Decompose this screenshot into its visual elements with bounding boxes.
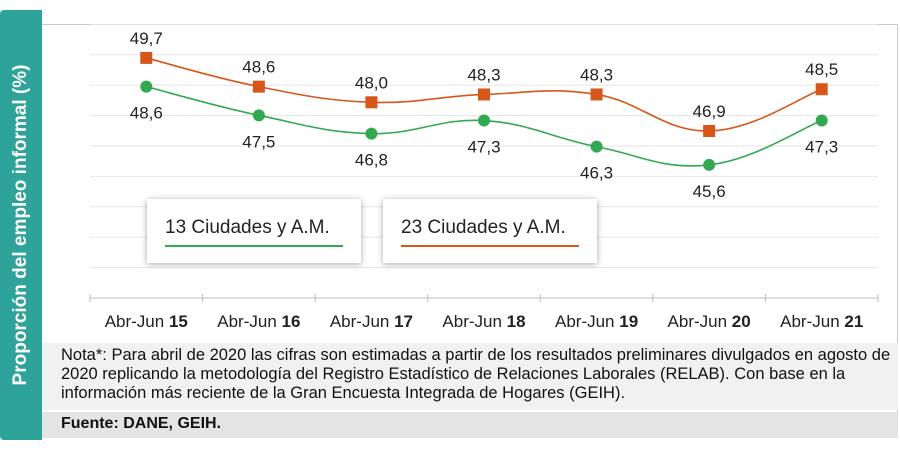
data-point — [590, 140, 603, 153]
source-credit: Fuente: DANE, GEIH. — [42, 412, 898, 438]
data-point — [140, 80, 153, 93]
line-chart: Abr-Jun 15 Abr-Jun 16 Abr-Jun 17 Abr-Jun 18… — [89, 24, 879, 331]
data-label: 48,6 — [130, 104, 163, 123]
data-point — [815, 114, 828, 127]
x-tick-label: Abr-Jun 16 — [217, 312, 300, 331]
data-point — [703, 158, 716, 171]
data-label: 46,9 — [693, 102, 726, 121]
y-axis-title: Proporción del empleo informal (%) — [10, 64, 31, 386]
data-point — [140, 51, 153, 64]
footnote: Nota*: Para abril de 2020 las cifras son… — [42, 343, 898, 410]
x-tick-label: Abr-Jun 17 — [330, 312, 413, 331]
data-label: 48,3 — [580, 65, 613, 84]
data-point — [365, 96, 378, 109]
legend-swatch — [165, 245, 343, 247]
data-label: 46,3 — [580, 164, 613, 183]
data-point — [252, 109, 265, 122]
x-tick-label: Abr-Jun 19 — [555, 312, 638, 331]
data-label: 45,6 — [693, 182, 726, 201]
data-label: 47,3 — [805, 138, 838, 157]
data-label: 49,7 — [130, 29, 163, 48]
data-point — [478, 114, 490, 127]
data-point — [703, 124, 716, 137]
x-tick-label: Abr-Jun 21 — [780, 312, 863, 331]
data-point — [365, 127, 378, 140]
data-point — [590, 88, 603, 101]
data-point — [252, 80, 265, 93]
x-tick-label: Abr-Jun 20 — [668, 312, 751, 331]
legend-label: 23 Ciudades y A.M. — [401, 217, 566, 238]
y-axis-band — [0, 10, 42, 440]
x-tick-label: Abr-Jun 15 — [105, 312, 188, 331]
legend-item-23-ciudades: 23 Ciudades y A.M. — [383, 199, 597, 263]
data-label: 46,8 — [355, 151, 388, 170]
data-point — [478, 88, 490, 101]
data-label: 47,5 — [242, 132, 275, 151]
data-point — [815, 83, 828, 96]
data-label: 48,6 — [242, 58, 275, 77]
legend-item-13-ciudades: 13 Ciudades y A.M. — [147, 199, 361, 263]
legend-swatch — [401, 245, 579, 247]
x-tick-label: Abr-Jun 18 — [442, 312, 525, 331]
data-label: 48,0 — [355, 73, 388, 92]
data-label: 48,3 — [467, 65, 500, 84]
data-label: 47,3 — [467, 138, 500, 157]
data-label: 48,5 — [805, 60, 838, 79]
legend-label: 13 Ciudades y A.M. — [165, 217, 330, 238]
